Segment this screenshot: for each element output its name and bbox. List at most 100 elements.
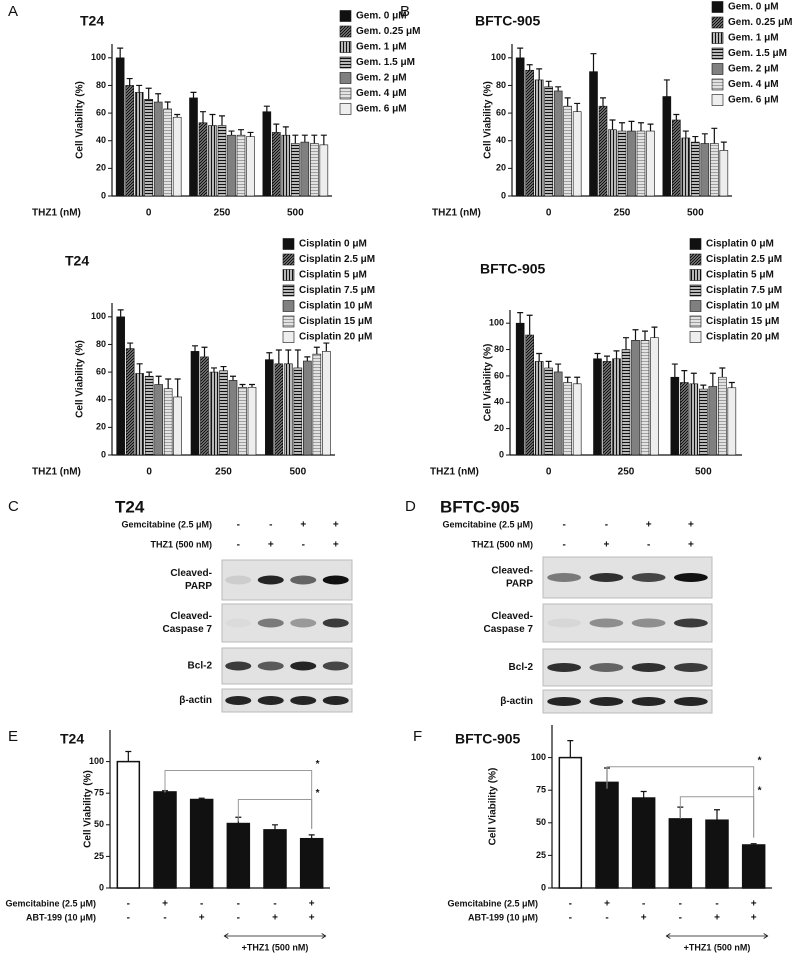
condition-sign: -	[237, 913, 240, 924]
legend-swatch	[282, 269, 295, 281]
condition-sign: +	[162, 899, 168, 910]
condition-sign: +	[646, 520, 652, 531]
error-bar	[320, 134, 327, 145]
x-tick-label: 0	[546, 208, 552, 219]
bar	[700, 143, 710, 197]
legend-label: Gem. 1 μM	[728, 33, 779, 44]
y-tick-label: 80	[496, 80, 506, 90]
legend-swatch	[282, 300, 295, 312]
y-tick-label: 100	[91, 311, 106, 321]
row-label: β-actin	[500, 696, 533, 707]
row-label: Bcl-2	[188, 661, 213, 672]
legend-swatch	[689, 284, 702, 297]
condition-label: THZ1 (500 nM)	[471, 539, 533, 549]
legend-label: Cisplatin 0 μM	[299, 239, 367, 250]
x-tick-label: 250	[618, 467, 635, 478]
blot-band	[589, 697, 624, 706]
error-bar	[536, 68, 543, 80]
error-bar	[209, 113, 216, 126]
bar	[115, 57, 125, 197]
bracket-label: +THZ1 (500 nM)	[242, 942, 309, 952]
error-bar	[555, 363, 562, 372]
bar	[727, 387, 737, 456]
legend-swatch	[711, 1, 724, 13]
condition-sign: +	[333, 520, 339, 531]
row-label: Caspase 7	[163, 624, 213, 635]
error-bar	[714, 809, 720, 821]
error-bar	[642, 330, 648, 341]
blot-band	[673, 663, 708, 672]
legend-label: Cisplatin 0 μM	[706, 239, 774, 250]
bar	[272, 132, 281, 197]
blot-band	[589, 573, 624, 582]
bar	[262, 111, 272, 197]
panel-label: A	[8, 3, 18, 20]
bar	[621, 349, 631, 456]
x-tick-label: 500	[687, 208, 704, 219]
blot-band	[631, 697, 666, 706]
bar	[293, 367, 303, 456]
error-bar	[174, 113, 181, 118]
error-bar	[600, 97, 606, 107]
blot-band	[290, 696, 317, 705]
condition-label: Gemcitabine (2.5 μM)	[121, 519, 212, 529]
legend-swatch	[711, 78, 724, 91]
legend-label: Cisplatin 10 μM	[706, 301, 779, 312]
condition-sign: +	[309, 913, 315, 924]
blot-band	[322, 575, 349, 585]
row-label: PARP	[185, 581, 212, 592]
bar	[680, 382, 689, 456]
blot-band	[547, 663, 582, 672]
condition-sign: -	[679, 899, 682, 910]
condition-label: Gemcitabine (2.5 μM)	[447, 898, 538, 908]
error-bar	[238, 129, 244, 136]
y-axis-label: Cell Viability (%)	[75, 81, 86, 159]
condition-sign: +	[751, 899, 757, 910]
bar	[534, 361, 544, 456]
bar	[699, 388, 708, 456]
error-bar	[709, 372, 716, 387]
condition-sign: -	[163, 913, 166, 924]
bar	[544, 86, 553, 197]
y-axis-label: Cell Viability (%)	[83, 770, 94, 848]
condition-sign: -	[605, 913, 608, 924]
condition-sign: -	[562, 520, 565, 531]
error-bar	[273, 123, 280, 133]
bar	[153, 791, 177, 889]
bar	[312, 353, 322, 456]
error-bar	[555, 86, 562, 91]
bar	[154, 384, 163, 456]
y-axis-label: Cell Viability (%)	[75, 340, 86, 418]
blot-band	[225, 619, 251, 628]
legend-swatch	[711, 32, 724, 44]
bar	[627, 130, 636, 197]
error-bar	[517, 312, 524, 324]
error-bar	[155, 93, 162, 103]
legend-label: Gem. 1 μM	[356, 42, 407, 53]
condition-label: Gemcitabine (2.5 μM)	[442, 519, 533, 529]
blot-band	[673, 618, 708, 628]
bar	[299, 837, 324, 889]
bar	[228, 380, 238, 456]
condition-sign: -	[642, 899, 645, 910]
bar	[300, 141, 310, 197]
error-bar	[640, 790, 647, 799]
bar	[238, 386, 247, 456]
y-tick-label: 60	[96, 366, 106, 376]
error-bar	[638, 122, 644, 132]
blot-band	[631, 618, 666, 628]
bar	[125, 348, 135, 456]
condition-sign: +	[751, 913, 757, 924]
legend-swatch	[339, 10, 352, 22]
condition-sign: +	[309, 899, 315, 910]
bar	[172, 116, 182, 197]
error-bar	[594, 352, 601, 359]
error-bar	[174, 378, 181, 397]
condition-sign: -	[237, 520, 240, 531]
bar	[718, 376, 727, 456]
condition-sign: -	[200, 899, 203, 910]
bar	[515, 57, 525, 197]
error-bar	[564, 97, 571, 107]
error-bar	[145, 87, 152, 100]
error-bar	[190, 91, 197, 98]
